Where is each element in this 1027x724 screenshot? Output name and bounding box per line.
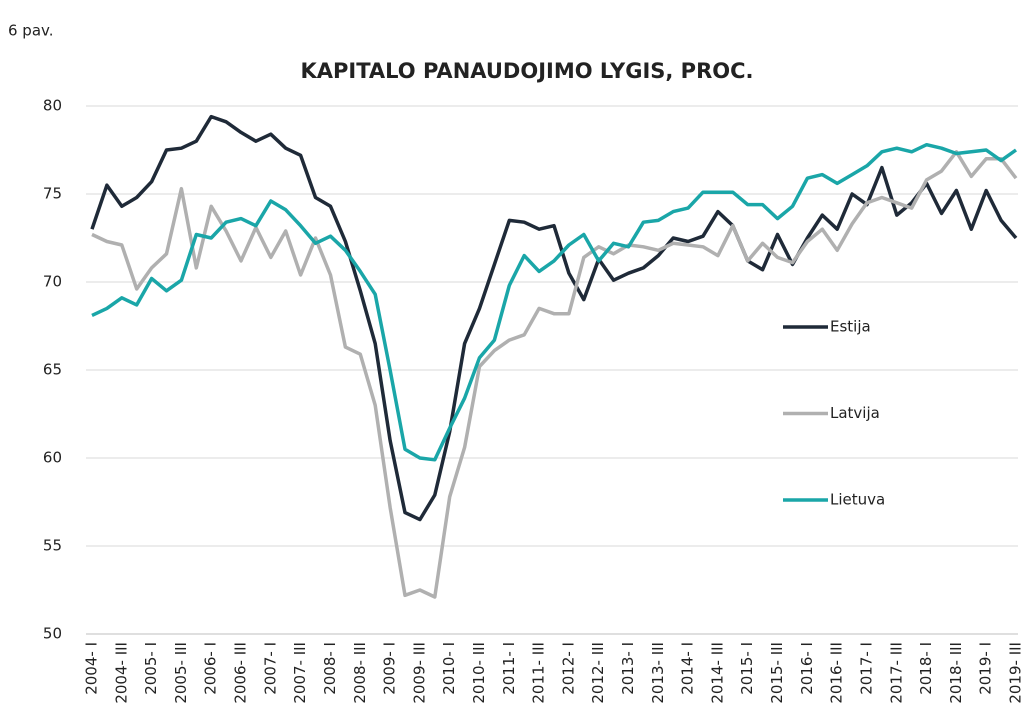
- legend-label: Lietuva: [830, 491, 885, 509]
- x-tick-label: 2019- III: [1007, 642, 1025, 704]
- x-tick-label: 2009- III: [410, 642, 428, 704]
- x-tick-label: 2012- III: [589, 642, 607, 704]
- x-tick-label: 2010- III: [470, 642, 488, 704]
- y-tick-label: 60: [43, 449, 62, 467]
- x-tick-label: 2007- III: [291, 642, 309, 704]
- x-tick-label: 2006- III: [232, 642, 250, 704]
- y-tick-label: 70: [43, 273, 62, 291]
- legend-label: Latvija: [830, 404, 880, 422]
- x-tick-label: 2015- III: [768, 642, 786, 704]
- chart-title: KAPITALO PANAUDOJIMO LYGIS, PROC.: [301, 59, 754, 83]
- series-line: [90, 114, 1018, 522]
- x-tick-label: 2017- III: [887, 642, 905, 704]
- x-tick-label: 2006- I: [202, 642, 220, 695]
- legend-label: Estija: [830, 318, 871, 336]
- x-tick-label: 2017- I: [857, 642, 875, 695]
- x-tick-label: 2014- III: [708, 642, 726, 704]
- x-tick-label: 2016- I: [798, 642, 816, 695]
- series-line: [91, 150, 1018, 599]
- x-tick-label: 2009- I: [381, 642, 399, 695]
- y-tick-label: 80: [43, 97, 62, 115]
- x-tick-label: 2012- I: [559, 642, 577, 695]
- y-tick-label: 55: [43, 537, 62, 555]
- x-tick-label: 2019- I: [977, 642, 995, 695]
- x-tick-label: 2004- I: [83, 642, 101, 695]
- x-tick-label: 2005- III: [172, 642, 190, 704]
- x-tick-label: 2008- III: [351, 642, 369, 704]
- x-tick-label: 2015- I: [738, 642, 756, 695]
- y-tick-label: 75: [43, 185, 62, 203]
- x-tick-label: 2018- III: [947, 642, 965, 704]
- series-line: [91, 142, 1018, 462]
- x-tick-label: 2018- I: [917, 642, 935, 695]
- x-tick-label: 2008- I: [321, 642, 339, 695]
- x-tick-label: 2010- I: [440, 642, 458, 695]
- x-tick-label: 2004- III: [112, 642, 130, 704]
- x-tick-label: 2013- I: [619, 642, 637, 695]
- x-tick-label: 2005- I: [142, 642, 160, 695]
- x-tick-label: 2014- I: [679, 642, 697, 695]
- y-tick-label: 65: [43, 361, 62, 379]
- x-tick-label: 2016- III: [828, 642, 846, 704]
- x-tick-label: 2011- III: [530, 642, 548, 704]
- x-tick-label: 2013- III: [649, 642, 667, 704]
- y-tick-label: 50: [43, 625, 62, 643]
- figure-label: 6 pav.: [8, 22, 54, 40]
- x-tick-label: 2011- I: [500, 642, 518, 695]
- x-tick-label: 2007- I: [261, 642, 279, 695]
